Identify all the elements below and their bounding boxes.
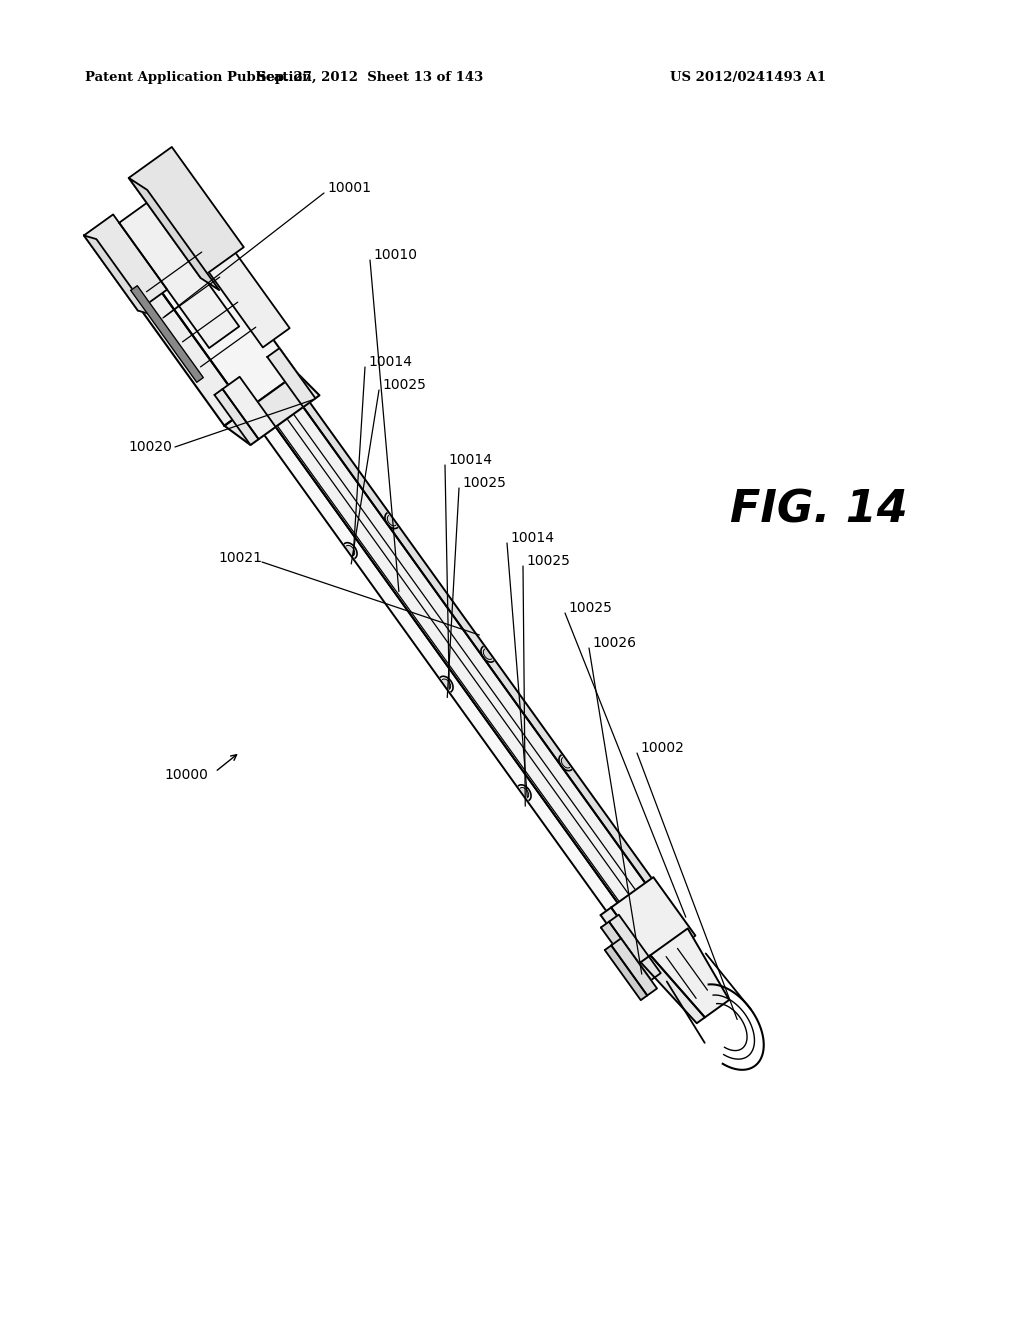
Text: Patent Application Publication: Patent Application Publication <box>85 71 311 84</box>
Text: 10001: 10001 <box>327 181 371 195</box>
Text: 10000: 10000 <box>164 768 208 781</box>
Polygon shape <box>129 178 219 290</box>
Polygon shape <box>119 201 240 348</box>
Polygon shape <box>483 649 492 660</box>
Text: 10026: 10026 <box>592 636 636 649</box>
Text: Sep. 27, 2012  Sheet 13 of 143: Sep. 27, 2012 Sheet 13 of 143 <box>257 71 483 84</box>
Text: 10014: 10014 <box>368 355 412 370</box>
Polygon shape <box>520 788 528 797</box>
Text: 10021: 10021 <box>218 550 262 565</box>
Polygon shape <box>346 545 354 556</box>
Text: 10014: 10014 <box>449 453 492 467</box>
Polygon shape <box>258 381 651 911</box>
Text: 10025: 10025 <box>526 554 570 568</box>
Polygon shape <box>111 251 246 426</box>
Text: FIG. 14: FIG. 14 <box>730 488 907 532</box>
Polygon shape <box>601 907 653 974</box>
Polygon shape <box>84 235 151 314</box>
Polygon shape <box>605 945 647 1001</box>
Polygon shape <box>129 147 244 279</box>
Polygon shape <box>641 956 705 1023</box>
Polygon shape <box>611 878 695 966</box>
Text: 10014: 10014 <box>510 531 554 545</box>
Polygon shape <box>442 678 451 689</box>
Polygon shape <box>601 921 651 986</box>
Polygon shape <box>609 915 660 981</box>
Polygon shape <box>286 378 657 891</box>
Polygon shape <box>131 285 204 383</box>
Text: 10020: 10020 <box>128 440 172 454</box>
Polygon shape <box>611 939 657 995</box>
Polygon shape <box>222 376 275 440</box>
Text: 10025: 10025 <box>568 601 612 615</box>
Polygon shape <box>561 758 569 768</box>
Polygon shape <box>214 389 259 445</box>
Polygon shape <box>246 401 624 919</box>
Polygon shape <box>161 186 290 347</box>
Text: US 2012/0241493 A1: US 2012/0241493 A1 <box>670 71 826 84</box>
Polygon shape <box>387 516 395 525</box>
Polygon shape <box>650 928 729 1018</box>
Polygon shape <box>84 214 167 310</box>
Text: 10002: 10002 <box>640 741 684 755</box>
Polygon shape <box>132 215 297 411</box>
Text: 10025: 10025 <box>462 477 506 490</box>
Text: 10010: 10010 <box>373 248 417 261</box>
Text: 10025: 10025 <box>382 378 426 392</box>
Polygon shape <box>267 348 315 407</box>
Polygon shape <box>224 374 319 445</box>
